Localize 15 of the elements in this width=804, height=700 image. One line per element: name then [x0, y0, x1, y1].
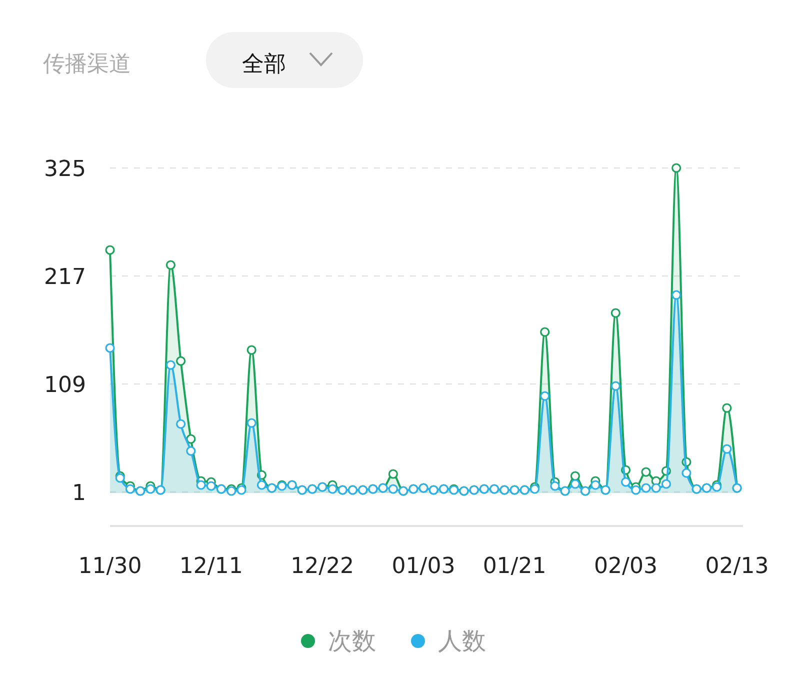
x-tick-label: 01/21: [482, 554, 546, 579]
x-tick-label: 01/03: [392, 554, 456, 579]
y-tick-label: 109: [44, 373, 86, 398]
x-tick-label: 12/22: [290, 554, 354, 579]
chart-subtitle: 全部: [242, 52, 286, 77]
legend-label: 人数: [438, 627, 486, 655]
x-tick-label: 11/30: [78, 554, 142, 579]
y-tick-label: 217: [44, 265, 86, 290]
y-tick-label: 325: [44, 157, 86, 182]
legend-label: 次数: [328, 627, 376, 655]
chart-title: 传播渠道: [43, 52, 131, 77]
x-tick-label: 12/11: [179, 554, 243, 579]
y-tick-label: 1: [72, 481, 86, 506]
x-tick-label: 02/13: [705, 554, 769, 579]
x-tick-label: 02/03: [594, 554, 658, 579]
